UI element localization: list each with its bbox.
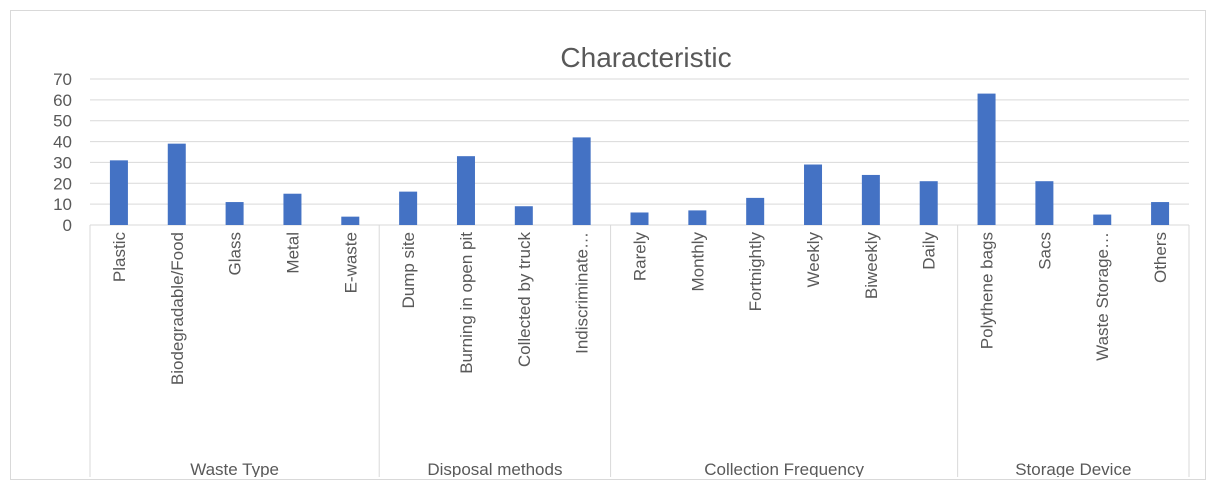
group-label: Storage Device — [1015, 460, 1131, 477]
category-label: Collected by truck — [515, 232, 534, 368]
bar — [1035, 181, 1054, 225]
bar — [283, 193, 302, 225]
bar — [804, 164, 823, 225]
bar — [919, 181, 938, 225]
bar — [399, 191, 418, 225]
bar — [225, 202, 244, 225]
category-label: Weekly — [804, 232, 823, 288]
category-label: Rarely — [631, 232, 650, 282]
category-label: Biodegradable/Food — [168, 232, 187, 385]
y-tick-label: 50 — [53, 112, 72, 131]
bar — [167, 143, 186, 225]
category-labels: Plastic Biodegradable/Food Glass Metal E-was… — [110, 232, 1170, 386]
category-label: Others — [1151, 232, 1170, 283]
y-tick-label: 10 — [53, 195, 72, 214]
category-label: Glass — [226, 232, 245, 275]
y-tick-label: 0 — [63, 216, 72, 235]
bar — [341, 216, 360, 225]
bar — [630, 212, 649, 225]
group-label: Collection Frequency — [704, 460, 864, 477]
bar — [456, 156, 475, 225]
y-tick-label: 70 — [53, 70, 72, 89]
y-tick-label: 40 — [53, 133, 72, 152]
category-label: Waste Storage… — [1093, 232, 1112, 361]
category-label: E-waste — [341, 232, 360, 293]
chart-frame — [10, 10, 1206, 480]
category-label: Metal — [283, 232, 302, 274]
bar — [514, 206, 533, 225]
category-label: Biweekly — [862, 232, 881, 300]
bars — [109, 93, 1170, 225]
bar — [1093, 214, 1112, 225]
bar — [688, 210, 707, 225]
bar — [861, 174, 880, 225]
category-label: Daily — [920, 232, 939, 270]
bar — [1151, 202, 1170, 225]
y-tick-label: 20 — [53, 174, 72, 193]
category-label: Dump site — [399, 232, 418, 309]
category-label: Polythene bags — [978, 232, 997, 349]
category-label: Indiscriminate… — [573, 232, 592, 354]
category-label: Burning in open pit — [457, 232, 476, 374]
bar — [572, 137, 591, 225]
bar — [109, 160, 128, 225]
bar — [746, 197, 765, 225]
category-label: Monthly — [688, 232, 707, 292]
chart-title: Characteristic — [560, 42, 731, 73]
group-label: Disposal methods — [427, 460, 562, 477]
category-label: Fortnightly — [746, 232, 765, 312]
category-label: Plastic — [110, 232, 129, 283]
group-labels: Waste Type Disposal methods Collection Fre… — [190, 460, 1131, 477]
group-label: Waste Type — [190, 460, 279, 477]
y-tick-label: 30 — [53, 153, 72, 172]
bar — [977, 93, 996, 225]
y-tick-label: 60 — [53, 91, 72, 110]
category-label: Sacs — [1035, 232, 1054, 270]
